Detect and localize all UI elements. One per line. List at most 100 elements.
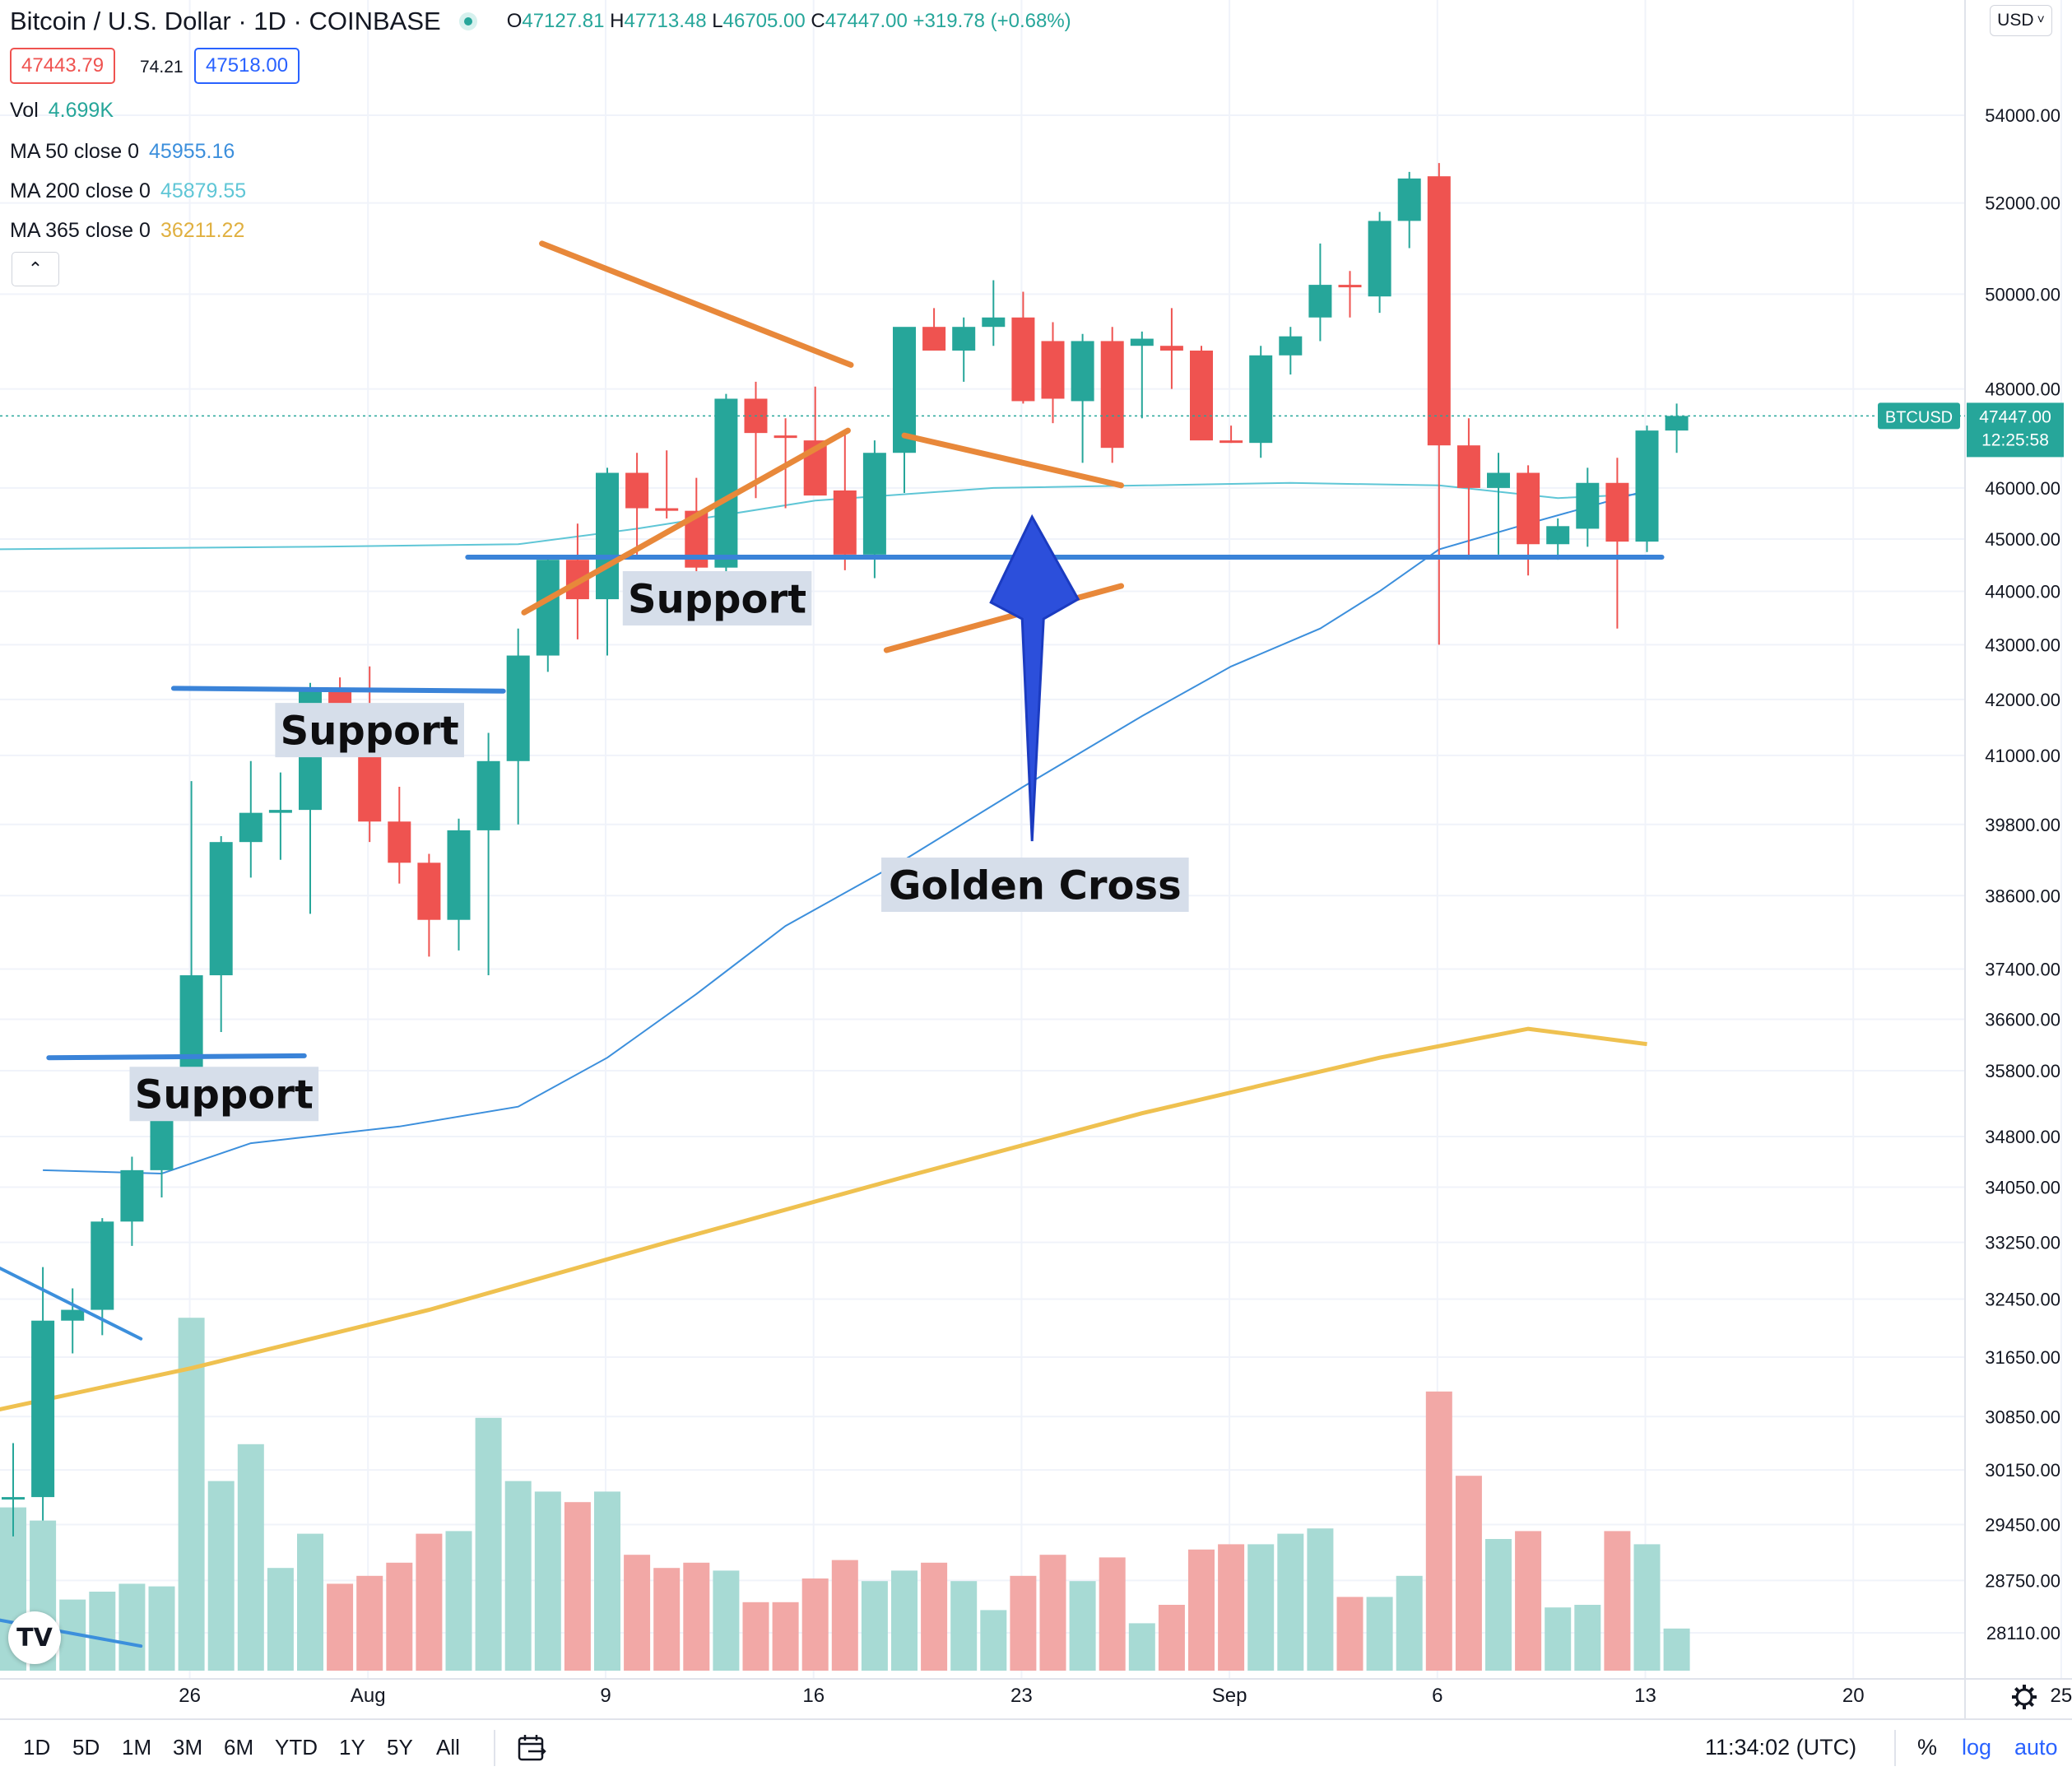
- candle-body[interactable]: [1427, 176, 1451, 446]
- auto-scale-toggle[interactable]: auto: [2014, 1735, 2058, 1760]
- x-tick-label: 13: [1634, 1685, 1656, 1707]
- currency-selector[interactable]: USD ˅: [1990, 5, 2052, 36]
- trend-line-lower[interactable]: [521, 427, 851, 616]
- candle-body[interactable]: [1605, 482, 1629, 542]
- candle-body[interactable]: [1190, 350, 1213, 441]
- support-line[interactable]: [46, 1053, 307, 1061]
- volume-bar: [504, 1481, 532, 1671]
- volume-bar: [1633, 1544, 1661, 1671]
- old-trend-line[interactable]: [0, 1617, 143, 1648]
- candle-body[interactable]: [91, 1221, 114, 1310]
- symbol-price-tag: [1878, 402, 1960, 430]
- candle-body[interactable]: [417, 862, 441, 920]
- candle-body[interactable]: [239, 812, 262, 843]
- candle-body[interactable]: [1130, 338, 1154, 346]
- log-scale-toggle[interactable]: log: [1962, 1735, 1992, 1760]
- range-ytd-button[interactable]: YTD: [275, 1735, 318, 1760]
- y-tick-label: 28750.00: [1985, 1570, 2060, 1591]
- volume-bar: [772, 1602, 799, 1671]
- candle-body[interactable]: [596, 472, 619, 600]
- candle-body[interactable]: [982, 317, 1006, 328]
- candle-body[interactable]: [952, 327, 976, 351]
- candle-body[interactable]: [922, 327, 946, 351]
- candle-body[interactable]: [1517, 472, 1540, 545]
- calendar-icon[interactable]: [517, 1733, 548, 1767]
- candle-body[interactable]: [1397, 178, 1421, 221]
- range-1d-button[interactable]: 1D: [23, 1735, 51, 1760]
- trend-line-upper[interactable]: [901, 432, 1125, 489]
- candle-body[interactable]: [1576, 482, 1600, 529]
- candle-body[interactable]: [1338, 285, 1362, 288]
- y-tick-label: 30150.00: [1985, 1460, 2060, 1481]
- y-tick-label: 31650.00: [1985, 1347, 2060, 1368]
- range-3m-button[interactable]: 3M: [173, 1735, 203, 1760]
- range-1y-button[interactable]: 1Y: [339, 1735, 365, 1760]
- price-chart[interactable]: 54000.00 52000.00 50000.00 48000.00 46000.00…: [0, 0, 2072, 1718]
- volume-bar: [801, 1578, 829, 1671]
- candle-body[interactable]: [1071, 341, 1094, 402]
- candle-body[interactable]: [447, 830, 471, 920]
- ma200-legend[interactable]: MA 200 close 0 45879.55: [10, 179, 247, 202]
- volume-bar: [564, 1502, 591, 1671]
- candle-body[interactable]: [1487, 472, 1510, 488]
- sell-price-button[interactable]: 47443.79: [10, 48, 116, 84]
- candle-body[interactable]: [1249, 355, 1273, 444]
- candle-body[interactable]: [536, 560, 560, 656]
- candle-body[interactable]: [833, 490, 857, 555]
- tradingview-logo[interactable]: TV: [8, 1611, 61, 1664]
- candle-body[interactable]: [1279, 336, 1303, 356]
- symbol-title[interactable]: Bitcoin / U.S. Dollar · 1D · COINBASE: [10, 7, 441, 35]
- x-tick-label: 6: [1432, 1685, 1443, 1707]
- candle-body[interactable]: [1041, 341, 1065, 399]
- collapse-legend-button[interactable]: ⌃: [12, 252, 59, 286]
- range-all-button[interactable]: All: [436, 1735, 460, 1760]
- candle-body[interactable]: [1220, 440, 1243, 444]
- candle-body[interactable]: [893, 327, 916, 453]
- candle-body[interactable]: [714, 398, 738, 568]
- candle-body[interactable]: [1665, 416, 1689, 431]
- candle-body[interactable]: [1635, 430, 1659, 542]
- candle-body[interactable]: [61, 1309, 85, 1321]
- candle-body[interactable]: [209, 842, 233, 976]
- y-tick-label: 37400.00: [1985, 959, 2060, 979]
- ma50-legend[interactable]: MA 50 close 0 45955.16: [10, 140, 235, 163]
- trend-line-upper[interactable]: [539, 240, 854, 368]
- trend-line-lower[interactable]: [883, 583, 1125, 653]
- gear-icon[interactable]: [2012, 1685, 2037, 1709]
- candle-body[interactable]: [1159, 346, 1183, 351]
- y-tick-label: 42000.00: [1985, 690, 2060, 710]
- clock-readout[interactable]: 11:34:02 (UTC): [1705, 1735, 1857, 1760]
- range-6m-button[interactable]: 6M: [224, 1735, 254, 1760]
- candle-body[interactable]: [1011, 317, 1035, 402]
- candle-body[interactable]: [1546, 526, 1570, 545]
- candle-body[interactable]: [1368, 221, 1391, 297]
- buy-price-button[interactable]: 47518.00: [194, 48, 300, 84]
- candle-body[interactable]: [1308, 285, 1332, 318]
- candle-body[interactable]: [1100, 341, 1124, 449]
- ma365-legend[interactable]: MA 365 close 0 36211.22: [10, 219, 245, 242]
- chevron-down-icon: ˅: [2037, 13, 2045, 27]
- support-line[interactable]: [170, 686, 506, 694]
- percent-scale-toggle[interactable]: %: [1917, 1735, 1938, 1760]
- volume-legend[interactable]: Vol 4.699K: [10, 99, 114, 122]
- candle-body[interactable]: [625, 472, 649, 509]
- candle-body[interactable]: [506, 655, 530, 761]
- candle-body[interactable]: [1456, 445, 1480, 488]
- range-5d-button[interactable]: 5D: [72, 1735, 100, 1760]
- old-trend-line[interactable]: [0, 1260, 143, 1341]
- candle-body[interactable]: [2, 1497, 25, 1500]
- volume-bar: [297, 1533, 323, 1671]
- candle-body[interactable]: [862, 453, 886, 555]
- range-5y-button[interactable]: 5Y: [387, 1735, 413, 1760]
- candle-body[interactable]: [31, 1320, 55, 1498]
- candle-body[interactable]: [120, 1169, 144, 1222]
- candle-body[interactable]: [655, 508, 679, 511]
- volume-bar: [445, 1531, 472, 1671]
- volume-bar: [118, 1583, 146, 1671]
- candle-body[interactable]: [268, 810, 292, 813]
- support-label: Support: [628, 576, 806, 622]
- candle-body[interactable]: [388, 821, 411, 863]
- candle-body[interactable]: [774, 435, 797, 439]
- range-1m-button[interactable]: 1M: [122, 1735, 152, 1760]
- candle-body[interactable]: [476, 760, 500, 830]
